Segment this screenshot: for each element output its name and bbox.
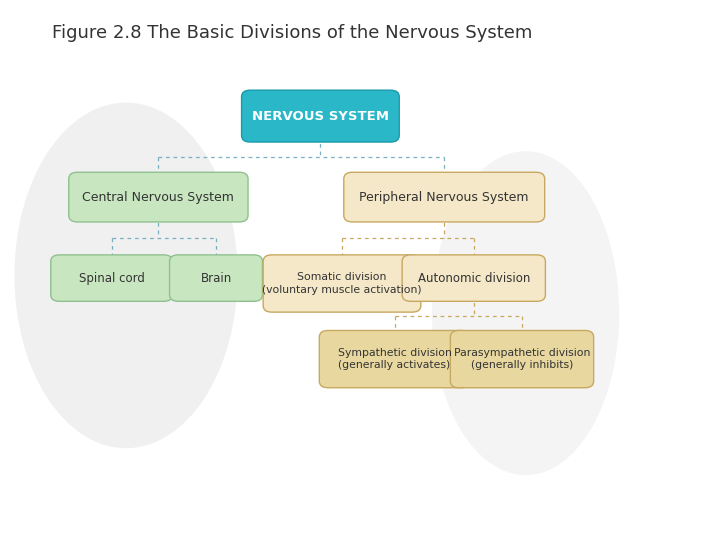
Text: Central Nervous System: Central Nervous System: [83, 191, 234, 204]
Text: Somatic division
(voluntary muscle activation): Somatic division (voluntary muscle activ…: [262, 272, 422, 295]
Ellipse shape: [432, 151, 619, 475]
Text: Peripheral Nervous System: Peripheral Nervous System: [359, 191, 529, 204]
Text: Autonomic division: Autonomic division: [418, 272, 530, 285]
Text: NERVOUS SYSTEM: NERVOUS SYSTEM: [252, 110, 389, 123]
FancyBboxPatch shape: [69, 172, 248, 222]
Text: Sympathetic division
(generally activates): Sympathetic division (generally activate…: [338, 348, 451, 370]
Text: Spinal cord: Spinal cord: [78, 272, 145, 285]
FancyBboxPatch shape: [242, 90, 399, 142]
FancyBboxPatch shape: [402, 255, 546, 301]
Ellipse shape: [14, 103, 238, 448]
FancyBboxPatch shape: [451, 330, 593, 388]
FancyBboxPatch shape: [320, 330, 469, 388]
Text: Brain: Brain: [200, 272, 232, 285]
Text: Figure 2.8 The Basic Divisions of the Nervous System: Figure 2.8 The Basic Divisions of the Ne…: [52, 24, 532, 42]
Text: Parasympathetic division
(generally inhibits): Parasympathetic division (generally inhi…: [454, 348, 590, 370]
FancyBboxPatch shape: [264, 255, 420, 312]
FancyBboxPatch shape: [170, 255, 262, 301]
FancyBboxPatch shape: [50, 255, 173, 301]
FancyBboxPatch shape: [344, 172, 544, 222]
